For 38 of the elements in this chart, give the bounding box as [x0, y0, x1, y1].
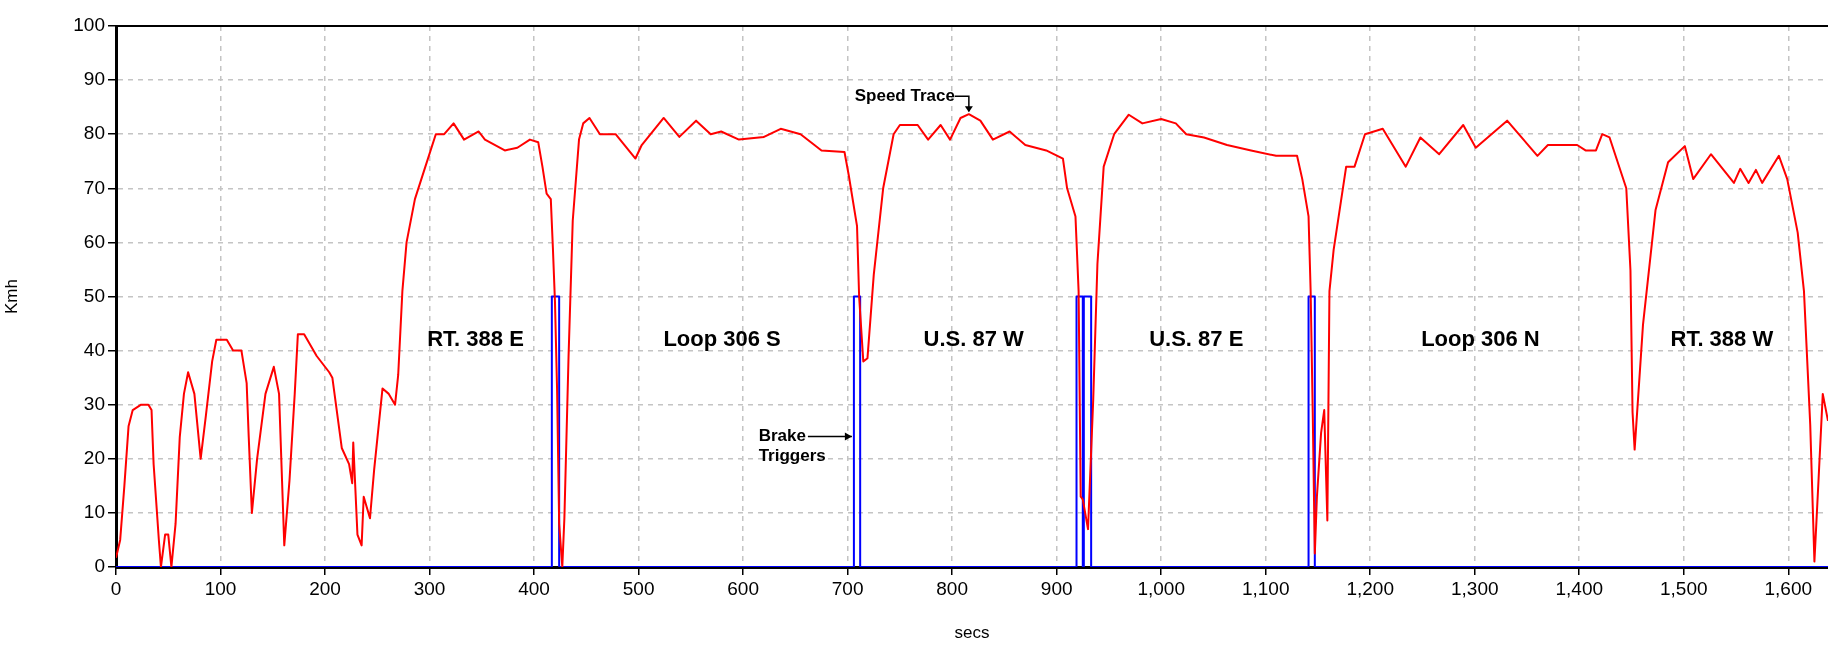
x-tick-label: 700	[831, 577, 864, 599]
x-tick-label: 1,300	[1450, 577, 1499, 599]
x-tick-label: 1,100	[1241, 577, 1290, 599]
y-tick-label: 60	[83, 230, 105, 252]
y-tick-label: 10	[83, 501, 105, 523]
x-tick-label: 0	[110, 577, 122, 599]
y-tick-label: 30	[83, 392, 105, 414]
x-tick-label: 300	[413, 577, 446, 599]
y-tick-label: 0	[94, 555, 105, 577]
x-tick-label: 100	[204, 577, 237, 599]
y-tick-label: 100	[73, 14, 105, 36]
annotation: Loop 306 S	[663, 325, 781, 351]
annotation: U.S. 87 E	[1149, 325, 1244, 351]
x-tick-label: 200	[309, 577, 341, 599]
x-tick-label: 1,600	[1764, 577, 1813, 599]
x-tick-label: 500	[622, 577, 655, 599]
y-tick-label: 80	[83, 122, 105, 144]
y-tick-label: 20	[83, 447, 105, 469]
annotation: RT. 388 E	[427, 325, 524, 351]
y-tick-label: 40	[83, 338, 105, 360]
annotation: U.S. 87 W	[923, 325, 1025, 351]
x-tick-label: 900	[1040, 577, 1073, 599]
x-tick-label: 1,500	[1659, 577, 1708, 599]
annotation: Speed Trace	[854, 85, 955, 105]
annotation: Loop 306 N	[1421, 325, 1540, 351]
x-tick-label: 1,000	[1137, 577, 1185, 599]
x-tick-label: 1,400	[1555, 577, 1604, 599]
y-axis-title: Kmh	[1, 279, 21, 314]
y-tick-label: 90	[83, 68, 105, 90]
y-tick-label: 50	[83, 284, 105, 306]
x-tick-label: 1,200	[1346, 577, 1394, 599]
x-tick-label: 800	[936, 577, 968, 599]
x-tick-label: 400	[518, 577, 550, 599]
x-axis-title: secs	[954, 623, 990, 643]
x-tick-label: 600	[727, 577, 759, 599]
annotation: Brake Triggers	[758, 426, 826, 466]
y-tick-label: 70	[83, 176, 105, 198]
annotation: RT. 388 W	[1670, 325, 1774, 351]
